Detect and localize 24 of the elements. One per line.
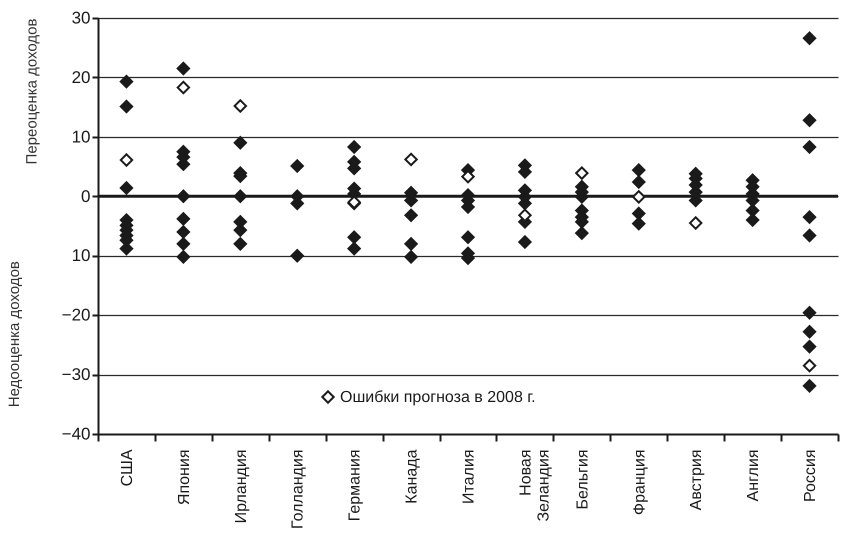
x-tick-label: Россия: [802, 450, 820, 502]
y-tick-label: −30: [62, 365, 90, 384]
y-tick-label: −40: [62, 424, 90, 444]
x-tick-label: Англия: [745, 450, 762, 502]
y-tick-label: 20: [72, 68, 90, 87]
y-tick-label: −20: [62, 306, 90, 325]
y-tick-label: 10: [72, 127, 90, 146]
legend-label: Ошибки прогноза в 2008 г.: [340, 389, 536, 406]
y-tick-label: 0: [81, 186, 90, 206]
x-tick-label: Германия: [346, 450, 364, 522]
x-tick-label: Новая Зеландия: [517, 450, 552, 522]
x-tick-label: Австрия: [688, 450, 706, 510]
x-tick-label: Франция: [631, 450, 648, 516]
y-tick-label: 30: [72, 8, 90, 28]
text: Недооценка доходов: [6, 261, 23, 408]
y-axis-title: Переоценка доходов: [24, 18, 41, 164]
y-tick-label: 10: [72, 246, 90, 266]
x-tick-label: Ирландия: [232, 450, 250, 524]
x-tick-label: Италия: [460, 450, 478, 504]
x-tick-label: США: [118, 449, 136, 486]
x-tick-label: Япония: [176, 450, 193, 506]
x-tick-label: Канада: [404, 449, 421, 504]
x-tick-label: Бельгия: [574, 450, 592, 510]
x-tick-label: Голландия: [290, 450, 307, 529]
